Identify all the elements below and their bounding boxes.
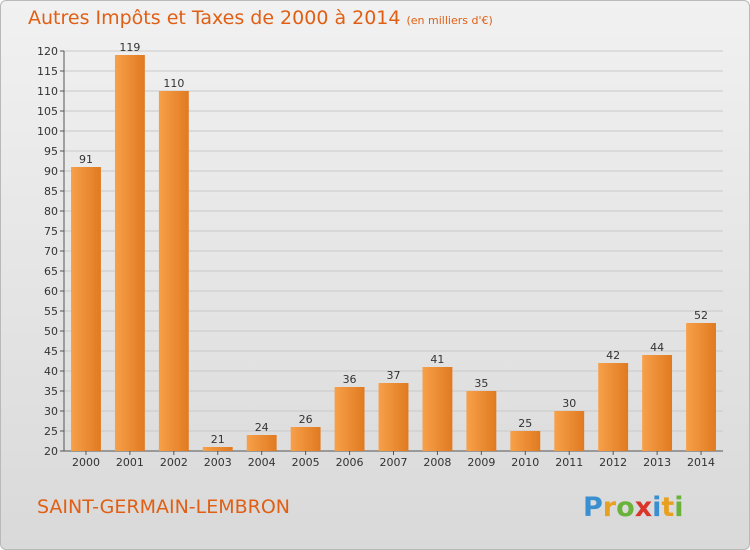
bar: [642, 355, 673, 451]
logo-letter: r: [603, 492, 617, 523]
data-label: 21: [211, 433, 225, 446]
logo-letter: i: [652, 492, 661, 523]
chart-title: Autres Impôts et Taxes de 2000 à 2014 (en…: [28, 7, 493, 29]
y-tick-label: 20: [44, 445, 58, 458]
y-tick-label: 60: [44, 285, 58, 298]
y-tick-label: 90: [44, 165, 58, 178]
x-tick-label: 2014: [687, 456, 715, 469]
bar: [378, 383, 409, 451]
chart-title-text: Autres Impôts et Taxes de 2000 à 2014: [28, 7, 401, 29]
bar: [554, 411, 585, 451]
data-label: 52: [694, 309, 708, 322]
proxiti-logo: Proxiti: [583, 492, 684, 523]
logo-letter: P: [583, 492, 603, 523]
data-label: 41: [430, 353, 444, 366]
bar: [686, 323, 716, 451]
svg-text:Proxiti: Proxiti: [583, 492, 684, 523]
y-tick-label: 35: [44, 385, 58, 398]
data-label: 24: [255, 421, 269, 434]
y-tick-label: 75: [44, 225, 58, 238]
y-tick-label: 50: [44, 325, 58, 338]
labels: 20 25 30 35 40 45 50 55 60 65 70 75 80 85 90 95 100 105 11…: [37, 41, 715, 469]
y-tick-label: 40: [44, 365, 58, 378]
data-label: 119: [119, 41, 140, 54]
bar: [246, 435, 277, 451]
bar: [598, 363, 629, 451]
bar: [114, 55, 145, 451]
logo-letter: i: [674, 492, 683, 523]
y-tick-label: 45: [44, 345, 58, 358]
x-tick-label: 2008: [423, 456, 451, 469]
data-label: 91: [79, 153, 93, 166]
y-tick-label: 110: [37, 85, 58, 98]
bar: [202, 447, 233, 451]
bar: [466, 391, 497, 451]
logo-letter: t: [661, 492, 674, 523]
x-tick-label: 2006: [336, 456, 364, 469]
x-tick-label: 2000: [72, 456, 100, 469]
logo-letter: o: [616, 492, 635, 523]
y-tick-label: 95: [44, 145, 58, 158]
x-tick-label: 2007: [380, 456, 408, 469]
data-label: 37: [387, 369, 401, 382]
logo-letter: x: [635, 492, 652, 523]
data-label: 30: [562, 397, 576, 410]
bar: [290, 427, 321, 451]
x-tick-label: 2012: [599, 456, 627, 469]
y-tick-label: 70: [44, 245, 58, 258]
y-tick-label: 120: [37, 45, 58, 58]
x-tick-label: 2004: [248, 456, 276, 469]
data-label: 44: [650, 341, 664, 354]
y-tick-label: 65: [44, 265, 58, 278]
x-tick-label: 2001: [116, 456, 144, 469]
x-tick-label: 2011: [555, 456, 583, 469]
y-tick-label: 105: [37, 105, 58, 118]
commune-name: SAINT-GERMAIN-LEMBRON: [37, 496, 291, 518]
y-tick-label: 100: [37, 125, 58, 138]
x-tick-label: 2002: [160, 456, 188, 469]
bar: [158, 91, 189, 451]
data-label: 42: [606, 349, 620, 362]
y-tick-label: 25: [44, 425, 58, 438]
chart-unit: (en milliers d'€): [406, 14, 493, 27]
y-tick-label: 80: [44, 205, 58, 218]
bar: [71, 167, 101, 451]
data-label: 25: [518, 417, 532, 430]
data-label: 36: [343, 373, 357, 386]
data-label: 35: [474, 377, 488, 390]
x-tick-label: 2005: [292, 456, 320, 469]
y-tick-label: 115: [37, 65, 58, 78]
bar: [334, 387, 365, 451]
bar: [510, 431, 541, 451]
x-tick-label: 2003: [204, 456, 232, 469]
y-tick-label: 85: [44, 185, 58, 198]
y-tick-label: 55: [44, 305, 58, 318]
x-tick-label: 2009: [467, 456, 495, 469]
bars: [71, 55, 716, 451]
x-tick-label: 2010: [511, 456, 539, 469]
y-tick-label: 30: [44, 405, 58, 418]
x-tick-label: 2013: [643, 456, 671, 469]
bar: [422, 367, 453, 451]
data-label: 26: [299, 413, 313, 426]
data-label: 110: [163, 77, 184, 90]
